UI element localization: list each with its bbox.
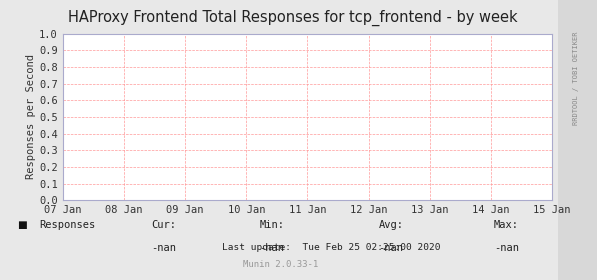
Text: -nan: -nan: [494, 243, 519, 253]
Text: -nan: -nan: [259, 243, 284, 253]
Text: -nan: -nan: [152, 243, 177, 253]
Text: RRDTOOL / TOBI OETIKER: RRDTOOL / TOBI OETIKER: [573, 32, 578, 125]
Text: Cur:: Cur:: [152, 220, 177, 230]
Text: -nan: -nan: [378, 243, 404, 253]
Text: Munin 2.0.33-1: Munin 2.0.33-1: [243, 260, 318, 269]
Text: Max:: Max:: [494, 220, 519, 230]
Text: HAProxy Frontend Total Responses for tcp_frontend - by week: HAProxy Frontend Total Responses for tcp…: [67, 10, 518, 26]
Text: Responses: Responses: [39, 220, 95, 230]
Y-axis label: Responses per Second: Responses per Second: [26, 54, 36, 179]
Text: Avg:: Avg:: [378, 220, 404, 230]
Text: ■: ■: [17, 220, 26, 230]
Text: Last update:  Tue Feb 25 02:25:00 2020: Last update: Tue Feb 25 02:25:00 2020: [222, 243, 441, 252]
Text: Min:: Min:: [259, 220, 284, 230]
